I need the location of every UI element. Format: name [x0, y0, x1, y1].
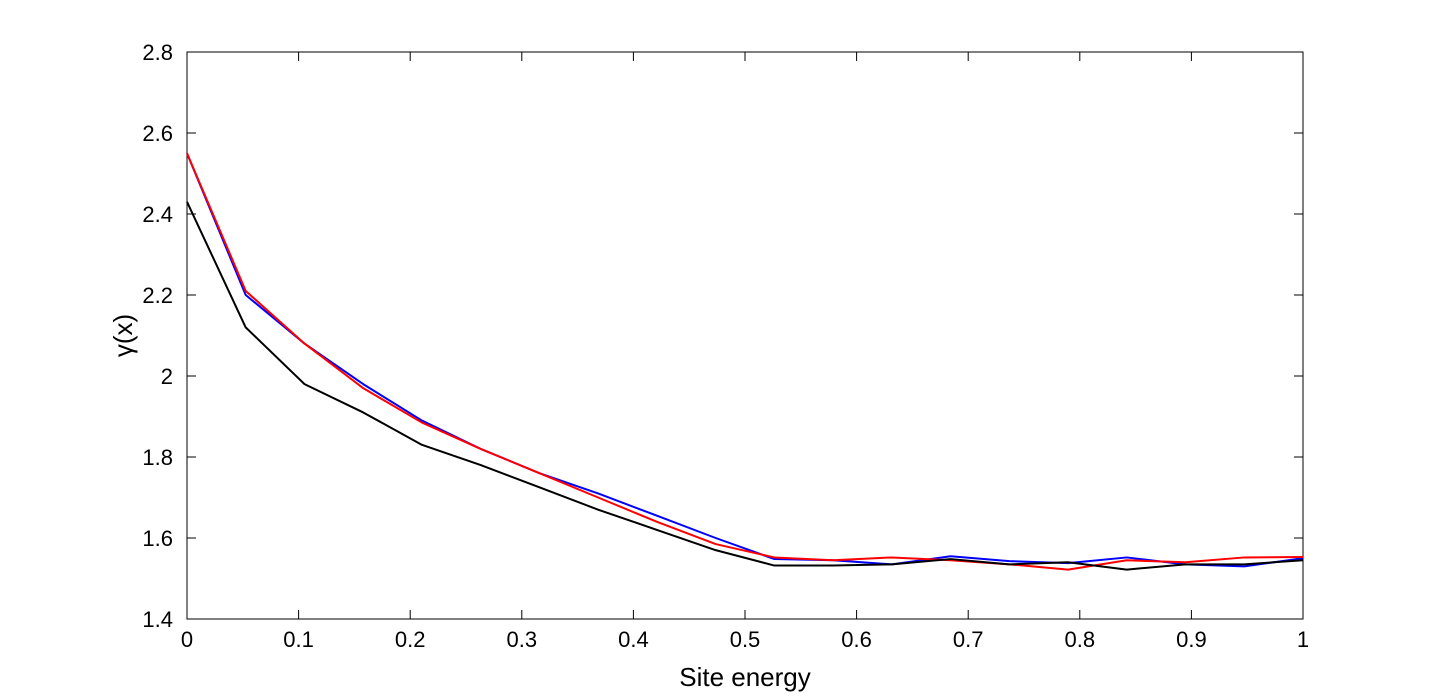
x-tick-label: 1: [1297, 627, 1309, 652]
y-tick-label: 1.6: [142, 526, 173, 551]
x-tick-label: 0.1: [283, 627, 314, 652]
y-tick-label: 2.8: [142, 40, 173, 65]
y-axis-label: γ(x): [108, 314, 138, 357]
x-tick-label: 0.7: [953, 627, 984, 652]
y-tick-label: 2.4: [142, 202, 173, 227]
x-tick-label: 0.9: [1176, 627, 1207, 652]
x-tick-label: 0.4: [618, 627, 649, 652]
x-tick-label: 0.2: [395, 627, 426, 652]
series-line-3: [186, 201, 1304, 571]
series-layer: [186, 152, 1304, 571]
y-tick-label: 2.6: [142, 121, 173, 146]
x-tick-label: 0.5: [730, 627, 761, 652]
y-tick-label: 2.2: [142, 283, 173, 308]
x-tick-label: 0: [181, 627, 193, 652]
tick-layer: 0 0.1 0.2 0.3 0.4 0.5 0.6 0.7 0.8 0.9 1 1.4 1.6 1.8 2 2…: [142, 40, 1309, 652]
series-line-1: [186, 152, 1304, 568]
x-tick-label: 0.8: [1065, 627, 1096, 652]
x-tick-label: 0.6: [841, 627, 872, 652]
y-tick-label: 1.4: [142, 607, 173, 632]
plot-area: [186, 51, 1304, 620]
series-line-2: [186, 152, 1304, 571]
y-tick-label: 2: [161, 364, 173, 389]
x-tick-label: 0.3: [507, 627, 538, 652]
y-tick-label: 1.8: [142, 445, 173, 470]
x-axis-label: Site energy: [679, 662, 811, 692]
